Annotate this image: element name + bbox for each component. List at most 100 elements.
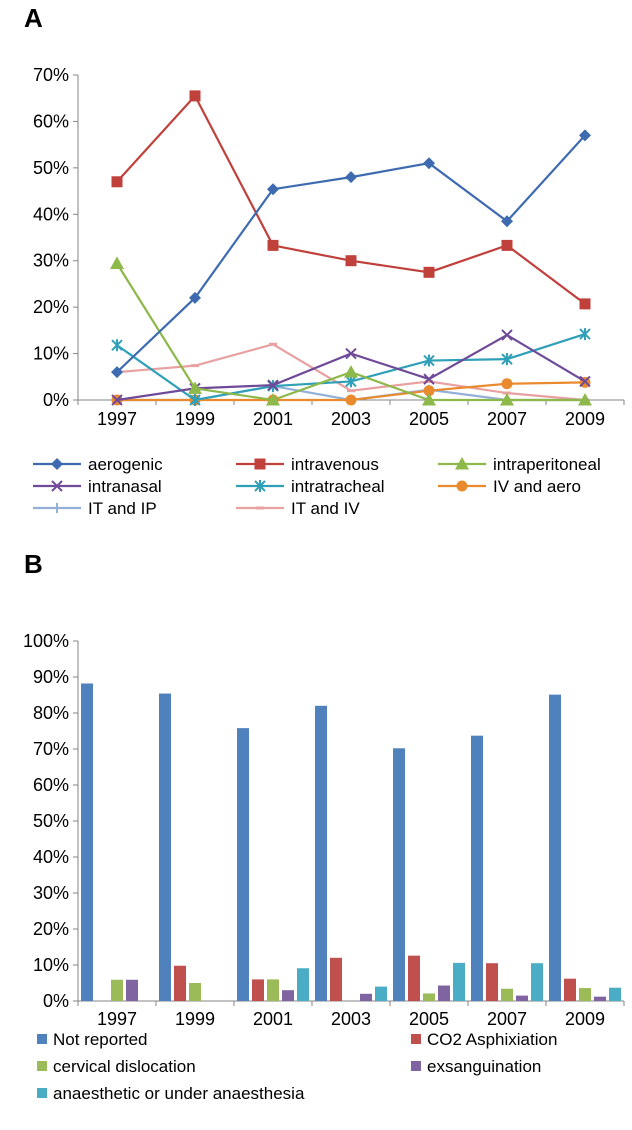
legend-marker (455, 457, 469, 470)
bar-co2-asphixiation (564, 978, 576, 1001)
intranasal-point (111, 394, 123, 406)
y-tick-label: 30% (33, 883, 69, 903)
intratracheal-point (189, 394, 201, 406)
y-tick-label: 10% (33, 955, 69, 975)
legend-item-aerogenic: aerogenic (33, 455, 163, 474)
y-tick-label: 60% (33, 111, 69, 131)
bar-co2-asphixiation (408, 955, 420, 1001)
legend-swatch (37, 1088, 47, 1098)
legend-label: intratracheal (291, 477, 385, 496)
legend-item-anaesthetic-or-under-anaesthesia: anaesthetic or under anaesthesia (37, 1084, 305, 1103)
iv-and-aero-point (501, 378, 513, 390)
x-tick-label: 2005 (409, 409, 449, 429)
legend-item-intranasal: intranasal (33, 477, 162, 496)
intraperitoneal-point (266, 393, 280, 406)
panel-label-b: B (24, 549, 43, 579)
bar-anaesthetic-or-under-anaesthesia (297, 968, 309, 1001)
legend-a: aerogenic intravenous intraperitoneal intra… (33, 455, 601, 518)
aerogenic-point (423, 157, 435, 170)
aerogenic-point (189, 291, 201, 304)
intranasal-point (267, 379, 279, 391)
legend-marker (51, 458, 63, 470)
legend-swatch (411, 1034, 421, 1044)
bar-exsanguination (516, 995, 528, 1001)
bar-not-reported (159, 693, 171, 1001)
x-tick-label: 1997 (97, 409, 137, 429)
y-tick-label: 70% (33, 65, 69, 85)
legend-marker (456, 480, 468, 492)
x-tick-label: 2007 (487, 409, 527, 429)
bar-anaesthetic-or-under-anaesthesia (609, 987, 621, 1001)
legend-label: aerogenic (88, 455, 163, 474)
x-tick-label: 2009 (565, 409, 605, 429)
bar-anaesthetic-or-under-anaesthesia (531, 963, 543, 1001)
y-tick-label: 10% (33, 344, 69, 364)
bar-not-reported (315, 705, 327, 1001)
iv-and-aero-point (423, 385, 435, 397)
legend-swatch (37, 1034, 47, 1044)
x-tick-label: 1999 (175, 1009, 215, 1029)
bar-exsanguination (360, 993, 372, 1001)
intravenous-point (111, 176, 123, 188)
iv-and-aero-point (345, 394, 357, 406)
intravenous-point (423, 266, 435, 278)
legend-item-cervical-dislocation: cervical dislocation (37, 1057, 196, 1076)
series-anaesthetic-or-under-anaesthesia (297, 962, 621, 1001)
legend-item-it-and-ip: IT and IP (33, 499, 157, 518)
bar-cervical-dislocation (111, 979, 123, 1001)
x-tick-label: 2003 (331, 409, 371, 429)
legend-label: CO2 Asphixiation (427, 1030, 557, 1049)
bar-not-reported (393, 748, 405, 1001)
legend-item-it-and-iv: IT and IV (236, 499, 360, 518)
legend-label: cervical dislocation (53, 1057, 196, 1076)
panel-label-a: A (24, 3, 43, 33)
intratracheal-point (423, 354, 435, 367)
legend-item-co2-asphixiation: CO2 Asphixiation (411, 1030, 557, 1049)
legend-item-not-reported: Not reported (37, 1030, 148, 1049)
y-tick-label: 40% (33, 847, 69, 867)
legend-label: intravenous (291, 455, 379, 474)
intravenous-line (116, 93, 586, 305)
intraperitoneal-point (110, 256, 124, 269)
x-tick-label: 2007 (487, 1009, 527, 1029)
bar-co2-asphixiation (252, 979, 264, 1001)
bar-not-reported (471, 735, 483, 1001)
legend-label: IT and IP (88, 499, 157, 518)
intraperitoneal-point (500, 393, 514, 406)
intravenous-point (345, 255, 357, 267)
aerogenic-line (116, 134, 586, 373)
x-tick-label: 2001 (253, 409, 293, 429)
legend-item-iv-and-aero: IV and aero (438, 477, 581, 496)
y-tick-label: 80% (33, 703, 69, 723)
aerogenic-point (111, 366, 123, 379)
intravenous-point (579, 298, 591, 310)
legend-b: Not reported CO2 Asphixiation cervical dis… (37, 1030, 557, 1103)
y-tick-label: 100% (23, 631, 69, 651)
legend-swatch (37, 1061, 47, 1071)
series-aerogenic (111, 129, 591, 379)
legend-label: exsanguination (427, 1057, 541, 1076)
legend-item-intravenous: intravenous (236, 455, 379, 474)
bar-not-reported (237, 728, 249, 1001)
intranasal-point (579, 375, 591, 388)
series-intravenous (111, 90, 591, 310)
legend-item-intraperitoneal: intraperitoneal (438, 455, 601, 474)
intratracheal-point (579, 328, 591, 341)
y-tick-label: 60% (33, 775, 69, 795)
intranasal-point (501, 329, 513, 341)
bar-anaesthetic-or-under-anaesthesia (375, 986, 387, 1001)
intravenous-point (501, 239, 513, 251)
legend-marker (52, 503, 62, 513)
intravenous-point (267, 239, 279, 251)
intratracheal-point (111, 339, 123, 352)
y-tick-label: 0% (43, 390, 69, 410)
aerogenic-point (267, 183, 279, 196)
bar-chart-b: 0% 10% 20% 30% 40% 50% 60% 70% 80% 90% 100% 1997 199… (23, 631, 625, 1029)
x-tick-label: 1997 (97, 1009, 137, 1029)
aerogenic-point (345, 171, 357, 184)
y-tick-label: 20% (33, 919, 69, 939)
series-intraperitoneal (110, 256, 592, 406)
legend-label: Not reported (53, 1030, 148, 1049)
series-exsanguination (126, 979, 606, 1001)
y-tick-label: 50% (33, 811, 69, 831)
